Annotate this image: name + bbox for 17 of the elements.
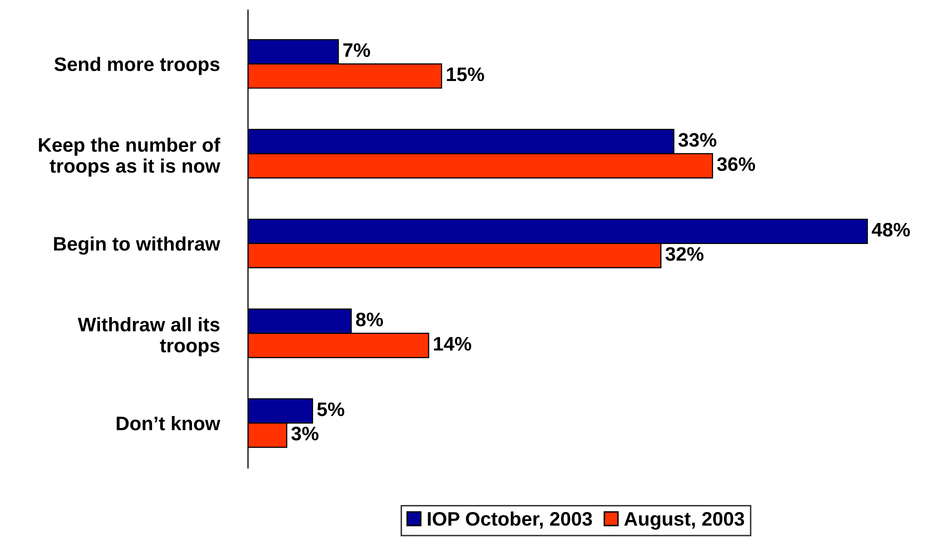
data-label: 3% [291, 426, 318, 440]
data-label: 33% [678, 133, 716, 147]
y-tick-label: Begin to withdraw [54, 236, 220, 255]
data-label: 36% [717, 157, 756, 172]
data-label: 7% [343, 43, 370, 57]
y-tick-label: Send more troops [54, 56, 220, 75]
legend-label: IOP October, 2003 [428, 511, 592, 529]
legend-label: August, 2003 [624, 512, 744, 530]
data-label: 32% [666, 247, 704, 261]
data-label: 14% [434, 336, 472, 351]
data-label: 8% [356, 312, 383, 326]
data-label: 5% [317, 402, 344, 416]
y-tick-label: Don’t know [116, 416, 220, 430]
data-label: 15% [446, 68, 484, 82]
y-tick-label: Withdraw all its troops [78, 317, 220, 356]
y-tick-label: Keep the number of troops as it is now [38, 138, 220, 177]
data-label: 48% [872, 222, 910, 237]
